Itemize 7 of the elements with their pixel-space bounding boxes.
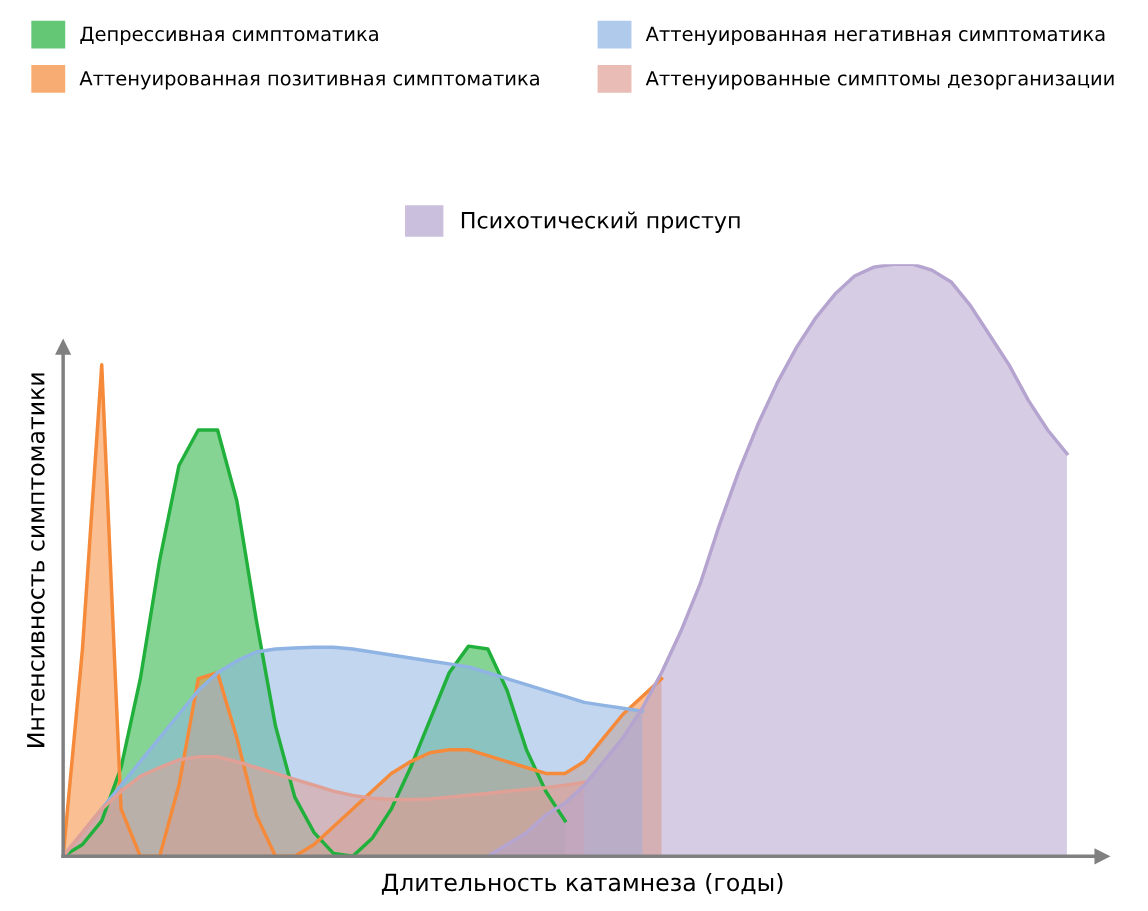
legend-label: Аттенуированная негативная симптоматика [645,26,1105,45]
legend-label: Аттенуированная позитивная симптоматика [79,71,539,90]
legend-label: Аттенуированные симптомы дезорганизации [645,71,1114,90]
x-axis-title: Длительность катамнеза (годы) [381,873,783,895]
legend-label: Психотический приступ [461,211,740,233]
legend-label: Депрессивная симптоматика [80,26,378,45]
y-axis-title: Интенсивность симптоматики [27,373,45,747]
